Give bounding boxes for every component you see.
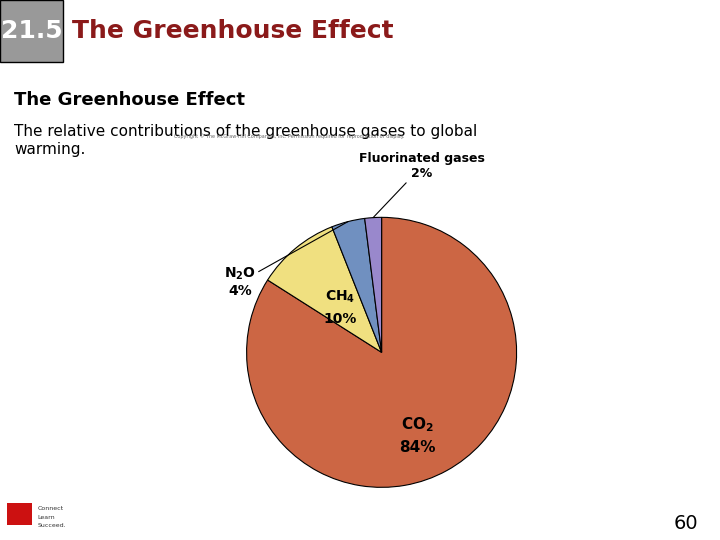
Wedge shape (332, 218, 382, 352)
Text: The Greenhouse Effect: The Greenhouse Effect (72, 19, 394, 43)
Text: Copyright © The McGraw-Hill Companies, Inc. Permission required for reproduction: Copyright © The McGraw-Hill Companies, I… (174, 133, 405, 139)
Text: Fluorinated gases
2%: Fluorinated gases 2% (359, 152, 485, 218)
Text: 21.5: 21.5 (1, 19, 63, 43)
Text: The Greenhouse Effect: The Greenhouse Effect (14, 91, 246, 109)
Text: Succeed.: Succeed. (37, 523, 66, 529)
Wedge shape (365, 217, 382, 352)
Wedge shape (247, 217, 516, 487)
Text: $\mathregular{CH_4}$: $\mathregular{CH_4}$ (325, 289, 356, 305)
Text: 10%: 10% (323, 312, 357, 326)
Text: The relative contributions of the greenhouse gases to global
warming.: The relative contributions of the greenh… (14, 124, 477, 157)
Text: $\mathregular{N_2O}$
4%: $\mathregular{N_2O}$ 4% (224, 221, 348, 299)
Bar (7, 503, 32, 525)
FancyBboxPatch shape (0, 0, 63, 62)
Text: $\mathregular{CO_2}$: $\mathregular{CO_2}$ (401, 415, 433, 434)
Text: Learn: Learn (37, 515, 55, 519)
Text: Connect: Connect (37, 505, 63, 511)
Text: 84%: 84% (399, 440, 436, 455)
Text: 60: 60 (674, 514, 698, 534)
Wedge shape (268, 227, 382, 352)
